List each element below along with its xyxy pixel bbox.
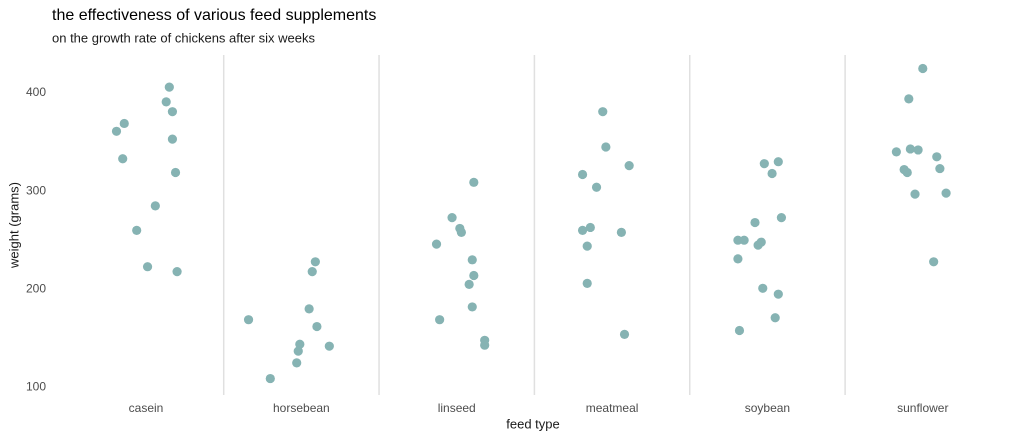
point (598, 107, 608, 117)
chart-subtitle: on the growth rate of chickens after six… (52, 30, 316, 45)
point (324, 341, 334, 351)
y-tick-label: 100 (26, 380, 46, 394)
point (624, 161, 634, 171)
point (265, 373, 275, 384)
y-tick-label: 200 (26, 281, 46, 295)
point (601, 142, 611, 152)
point (913, 145, 923, 155)
x-tick-label: meatmeal (586, 401, 639, 415)
point (132, 225, 142, 235)
point (619, 329, 630, 340)
point (119, 118, 129, 129)
point (304, 304, 314, 314)
point (935, 163, 945, 174)
point (904, 94, 914, 104)
point (295, 339, 305, 349)
point (150, 201, 160, 211)
point (456, 227, 466, 237)
point (733, 254, 743, 264)
point (577, 169, 588, 180)
x-tick-label: sunflower (897, 401, 948, 415)
point (905, 144, 915, 154)
point (941, 188, 951, 198)
point (161, 97, 171, 107)
point (582, 278, 592, 288)
point (770, 313, 780, 323)
point (616, 227, 626, 237)
point (750, 217, 760, 228)
point (773, 157, 783, 167)
point (118, 154, 128, 164)
point (929, 257, 939, 267)
point (243, 315, 254, 325)
point (902, 167, 912, 178)
point (172, 267, 182, 277)
x-tick-label: linseed (438, 401, 476, 415)
point (776, 213, 787, 223)
point (292, 358, 302, 368)
point (164, 82, 174, 92)
y-axis-label: weight (grams) (6, 182, 21, 269)
point (734, 325, 745, 336)
point (891, 147, 901, 157)
point (918, 63, 928, 74)
point (767, 168, 777, 179)
point (111, 126, 122, 136)
chart-title: the effectiveness of various feed supple… (52, 7, 376, 24)
point (435, 315, 445, 325)
point (585, 222, 595, 233)
point (480, 340, 490, 350)
point (758, 283, 768, 293)
point (307, 267, 317, 277)
x-tick-label: soybean (745, 401, 790, 415)
y-tick-label: 300 (26, 183, 46, 197)
point (312, 321, 322, 332)
point (469, 270, 479, 281)
point (759, 159, 769, 169)
point (582, 241, 592, 251)
point (591, 182, 602, 192)
point (910, 189, 920, 199)
point (469, 177, 479, 187)
point (142, 262, 153, 272)
point (467, 255, 477, 265)
y-tick-label: 400 (26, 85, 46, 99)
point (773, 289, 783, 299)
point (293, 346, 303, 356)
point (464, 279, 474, 289)
point (932, 152, 942, 162)
point (167, 134, 178, 144)
point (310, 257, 320, 267)
x-axis-label: feed type (506, 416, 560, 431)
point (170, 167, 181, 178)
point (577, 225, 588, 235)
point (167, 107, 178, 117)
point (431, 239, 442, 249)
point (447, 213, 457, 223)
point (467, 302, 477, 312)
x-tick-label: casein (129, 401, 164, 415)
x-tick-label: horsebean (273, 401, 330, 415)
point (756, 237, 766, 247)
point (739, 235, 749, 245)
